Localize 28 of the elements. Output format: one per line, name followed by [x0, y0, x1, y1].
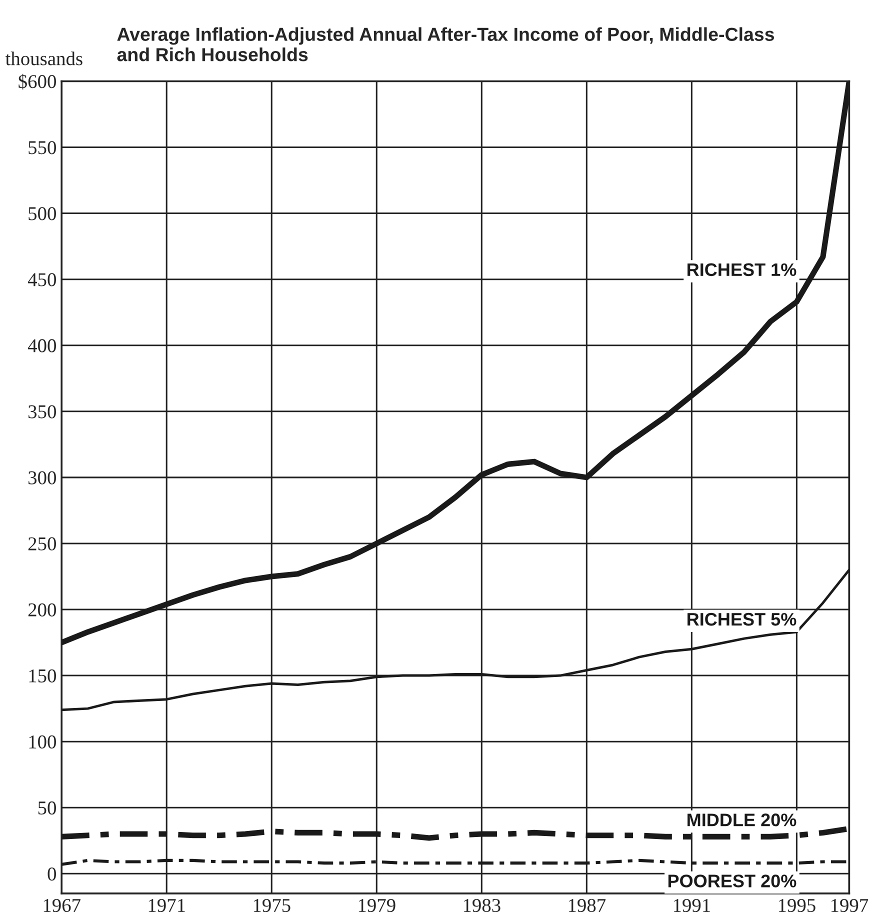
y-tick-label: 0: [48, 867, 56, 881]
series-label: MIDDLE 20%: [688, 814, 796, 826]
y-tick-label: 150: [29, 669, 56, 682]
y-tick-label: 50: [38, 801, 56, 815]
x-tick-label: 1967: [44, 898, 80, 912]
y-tick-label: 550: [28, 141, 56, 154]
y-tick-label: 450: [28, 273, 56, 286]
y-tick-label: 250: [28, 537, 56, 550]
chart-title: Average Inflation-Adjusted Annual After-Tax Income of Poor, Middle-Class and Rich Households: [117, 27, 774, 62]
x-tick-label: 1983: [464, 898, 500, 912]
y-tick-label: $600: [18, 74, 56, 90]
x-tick-label: 1991: [674, 898, 710, 912]
x-tick-label: 1979: [358, 898, 396, 912]
series-label: POOREST 20%: [668, 874, 796, 888]
x-tick-label: 1997: [831, 898, 868, 912]
y-tick-label: 500: [28, 207, 56, 220]
y-tick-label: 400: [28, 339, 56, 352]
y-tick-label: 350: [28, 405, 56, 418]
x-tick-label: 1987: [568, 898, 606, 912]
series-label: RICHEST 1%: [688, 263, 796, 276]
x-tick-label: 1995: [778, 898, 816, 912]
y-tick-label: 300: [28, 471, 56, 484]
x-tick-label: 1971: [148, 898, 185, 912]
y-axis-title: thousands: [5, 52, 82, 66]
x-tick-label: 1975: [254, 898, 290, 912]
y-tick-label: 100: [29, 735, 56, 749]
series-label: RICHEST 5%: [688, 612, 796, 626]
y-tick-label: 200: [28, 603, 56, 616]
